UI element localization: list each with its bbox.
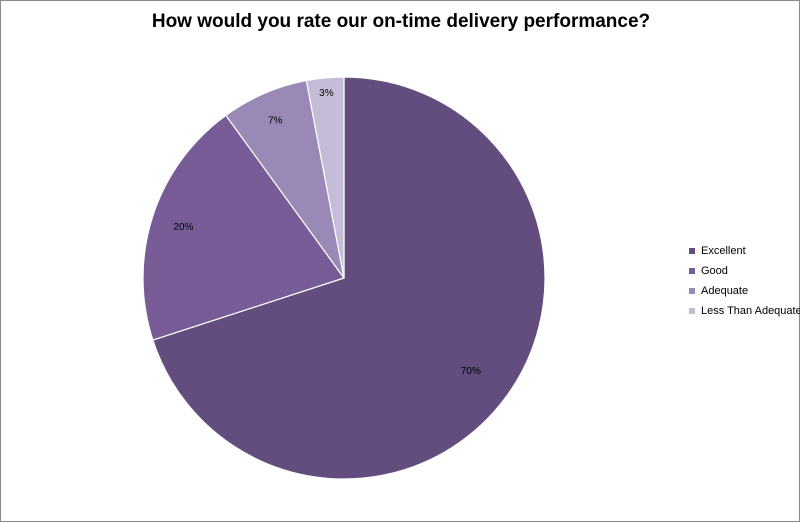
legend-swatch-adequate <box>689 288 695 294</box>
legend-swatch-less-than-adequate <box>689 308 695 314</box>
data-label-less-than-adequate: 3% <box>319 88 334 99</box>
legend-label: Excellent <box>701 245 746 257</box>
chart-title: How would you rate our on-time delivery … <box>151 11 651 32</box>
legend: Excellent Good Adequate Less Than Adequate <box>689 241 800 321</box>
legend-item-less-than-adequate: Less Than Adequate <box>689 301 800 321</box>
data-label-excellent: 70% <box>461 366 481 377</box>
legend-item-excellent: Excellent <box>689 241 800 261</box>
legend-label: Less Than Adequate <box>701 305 800 317</box>
legend-label: Adequate <box>701 285 749 297</box>
legend-swatch-good <box>689 268 695 274</box>
pie-slice-good <box>142 114 345 341</box>
legend-item-good: Good <box>689 261 800 281</box>
legend-swatch-excellent <box>689 248 695 254</box>
data-label-good: 20% <box>173 222 193 233</box>
pie-slice-excellent <box>152 76 546 480</box>
legend-item-adequate: Adequate <box>689 281 800 301</box>
legend-label: Good <box>701 265 728 277</box>
data-label-adequate: 7% <box>268 115 283 126</box>
pie-slice-less-than-adequate <box>305 76 345 279</box>
